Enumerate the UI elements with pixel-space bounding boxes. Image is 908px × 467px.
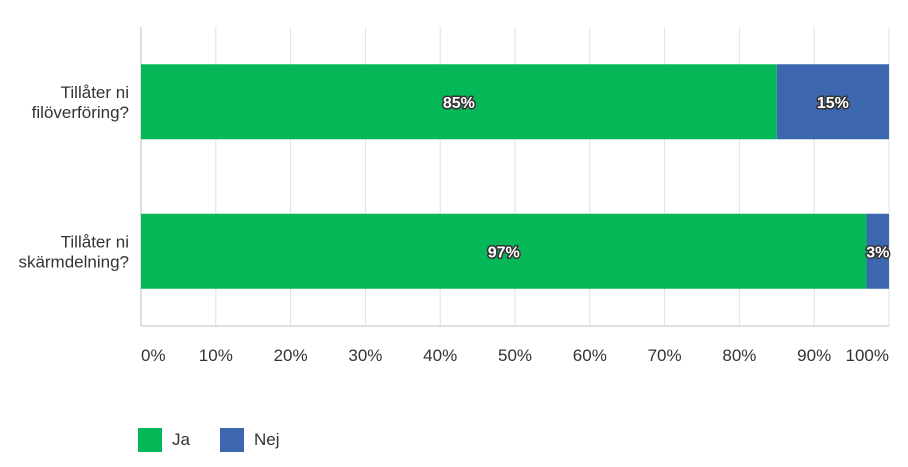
legend-swatch-ja bbox=[138, 428, 162, 452]
bar-nej-1[interactable] bbox=[866, 213, 889, 289]
x-tick-labels: 0% 10% 20% 30% 40% 50% 60% 70% 80% 90% 100% bbox=[141, 346, 889, 365]
x-tick-label: 70% bbox=[648, 346, 682, 365]
x-tick-label: 100% bbox=[846, 346, 889, 365]
data-label: 97% bbox=[488, 244, 520, 261]
x-tick-label: 0% bbox=[141, 346, 166, 365]
legend-label-ja: Ja bbox=[172, 430, 190, 449]
stacked-bar-chart: 85% 15%97% 3% Tillåter ni filöverföring?Til… bbox=[18, 27, 891, 365]
category-label: Tillåter ni filöverföring? bbox=[32, 83, 129, 122]
data-label: 15% bbox=[817, 95, 849, 112]
x-tick-label: 60% bbox=[573, 346, 607, 365]
bar-ja-1[interactable] bbox=[141, 213, 867, 289]
legend-item-ja[interactable]: Ja bbox=[138, 428, 190, 452]
x-tick-label: 50% bbox=[498, 346, 532, 365]
legend: Ja Nej bbox=[138, 428, 279, 452]
legend-label-nej: Nej bbox=[253, 430, 280, 449]
x-tick-label: 90% bbox=[797, 346, 831, 365]
bar-nej-0[interactable] bbox=[776, 64, 889, 140]
data-label: 85% bbox=[443, 95, 475, 112]
x-tick-label: 20% bbox=[274, 346, 308, 365]
x-tick-label: 80% bbox=[722, 346, 756, 365]
legend-swatch-nej bbox=[219, 428, 244, 452]
legend-item-nej[interactable]: Nej bbox=[219, 428, 280, 452]
data-label: 3% bbox=[866, 244, 889, 261]
bar-ja-0[interactable] bbox=[141, 64, 777, 140]
bars: 85% 15% 97% 3% bbox=[141, 64, 891, 289]
category-label: Tillåter ni skärmdelning? bbox=[18, 232, 129, 271]
x-tick-label: 10% bbox=[199, 346, 233, 365]
category-labels: Tillåter ni filöverföring? Tillåter ni skär… bbox=[18, 83, 129, 272]
x-tick-label: 30% bbox=[348, 346, 382, 365]
x-tick-label: 40% bbox=[423, 346, 457, 365]
